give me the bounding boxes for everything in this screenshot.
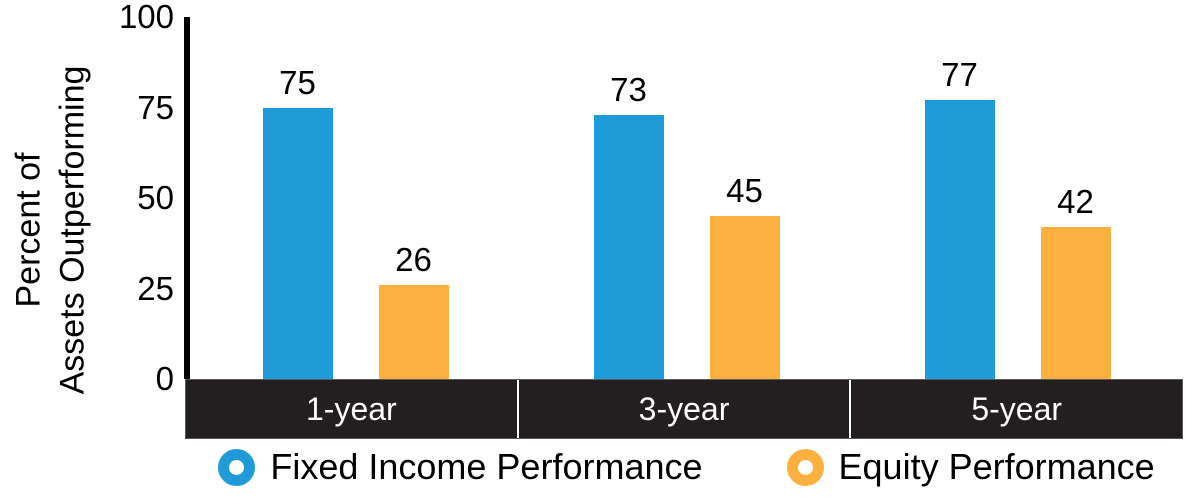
bar-rect <box>378 284 449 379</box>
legend: Fixed Income Performance Equity Performa… <box>190 441 1183 493</box>
legend-label-equity: Equity Performance <box>838 446 1155 487</box>
bar-group-3-year: 73 45 <box>521 17 852 379</box>
bar-fixed-income-performance-3-year: 73 <box>593 70 664 379</box>
legend-item-fixed-income: Fixed Income Performance <box>218 446 703 487</box>
y-tick-25: 25 <box>137 269 174 307</box>
plot-area: 0 25 50 75 100 75 26 73 45 77 42 <box>119 0 1183 397</box>
bar-equity-performance-1-year: 26 <box>378 240 449 379</box>
bar-group-5-year: 77 42 <box>852 17 1183 379</box>
bars-area: 75 26 73 45 77 42 <box>190 17 1183 379</box>
bar-rect <box>1040 226 1111 379</box>
legend-item-equity: Equity Performance <box>786 446 1155 487</box>
legend-label-fixed-income: Fixed Income Performance <box>270 446 703 487</box>
x-axis-category-5-year: 5-year <box>849 380 1182 438</box>
x-axis-category-3-year: 3-year <box>516 380 850 438</box>
bar-rect <box>593 114 664 379</box>
bar-fixed-income-performance-1-year: 75 <box>262 63 333 379</box>
bar-equity-performance-5-year: 42 <box>1040 182 1111 379</box>
bar-rect <box>262 107 333 379</box>
y-tick-100: 100 <box>118 0 174 35</box>
x-axis-category-1-year: 1-year <box>305 390 397 427</box>
y-tick-75: 75 <box>137 88 174 126</box>
y-axis-title-line-1: Percent of <box>9 152 48 308</box>
y-axis-line <box>184 17 190 379</box>
bar-value-label: 26 <box>395 240 432 278</box>
bar-value-label: 42 <box>1057 182 1094 220</box>
bar-value-label: 75 <box>279 63 316 101</box>
y-tick-0: 0 <box>155 360 174 397</box>
bar-fixed-income-performance-5-year: 77 <box>924 56 995 379</box>
y-tick-50: 50 <box>137 179 174 216</box>
bar-value-label: 73 <box>610 70 647 108</box>
bar-rect <box>924 100 995 379</box>
bar-value-label: 45 <box>726 172 763 210</box>
x-axis-band: 1-year 3-year 5-year <box>185 379 1183 439</box>
fixed-income-legend-icon <box>218 448 256 486</box>
bar-group-1-year: 75 26 <box>190 17 521 379</box>
equity-legend-icon <box>786 448 824 486</box>
y-axis-title-text: Percent of Assets Outperforming <box>7 66 94 395</box>
bar-equity-performance-3-year: 45 <box>709 172 780 379</box>
bar-rect <box>709 216 780 379</box>
bar-value-label: 77 <box>941 56 978 94</box>
